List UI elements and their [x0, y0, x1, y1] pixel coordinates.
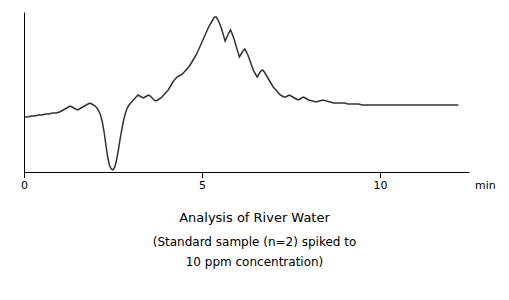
y-axis [24, 13, 25, 173]
subtitle: 10 ppm concentration) [186, 255, 324, 269]
x-tick-label: 5 [199, 179, 206, 192]
plot-area: 0 5 10 min [21, 13, 496, 192]
x-tick-label: 10 [374, 179, 388, 192]
x-tick-label: 0 [21, 179, 28, 192]
series-group [24, 17, 458, 170]
y-axis-line [24, 13, 25, 173]
x-axis: 0 5 10 [21, 172, 470, 192]
subtitle: (Standard sample (n=2) spiked to [153, 235, 357, 249]
x-tick: 10 [374, 172, 388, 192]
x-axis-line [25, 172, 470, 173]
x-tick: 5 [199, 172, 206, 192]
x-axis-label: min [475, 179, 496, 192]
chart: 0 5 10 min Analysis of River Water (Standard … [0, 0, 509, 300]
x-tick-mark [24, 172, 25, 178]
x-tick: 0 [21, 172, 28, 192]
x-tick-mark [202, 172, 203, 178]
title: Analysis of River Water [179, 210, 330, 225]
line [24, 17, 458, 170]
x-tick-mark [380, 172, 381, 178]
